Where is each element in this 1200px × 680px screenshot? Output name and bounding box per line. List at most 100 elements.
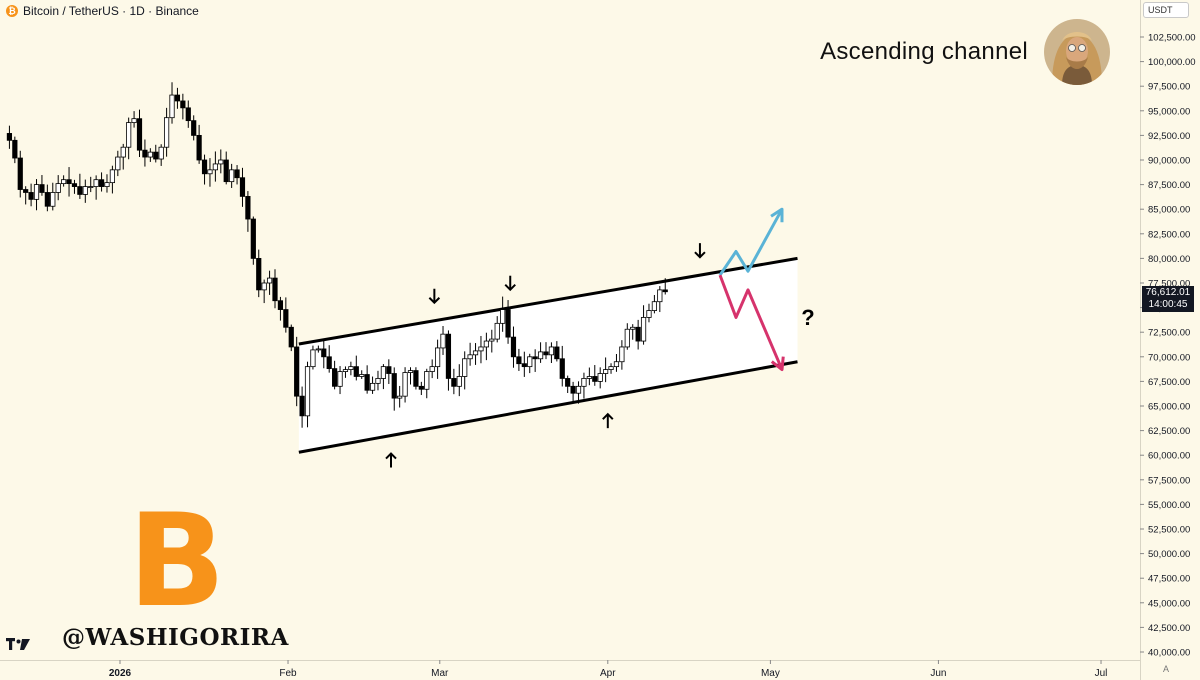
candle-body [288,326,294,348]
candle [462,351,468,390]
price-tick-label: 67,500.00 [1148,377,1190,388]
candle-body [23,189,29,193]
price-tick-label: 70,000.00 [1148,352,1190,363]
candle [28,183,34,207]
candle-body [559,358,565,379]
candle [245,191,251,232]
candle [71,179,78,194]
candle-body [223,159,229,183]
candle-body [207,169,213,175]
candle-body [402,372,408,397]
candle [185,100,191,128]
candle [337,366,343,395]
bitcoin-logo-icon: B [128,487,226,636]
candle-body [505,309,511,338]
price-tick-label: 95,000.00 [1148,106,1190,117]
bitcoin-icon: ₿ [6,5,18,17]
candle-body [456,376,462,387]
candle [82,179,88,203]
candle [304,361,311,428]
price-tick-label: 50,000.00 [1148,549,1190,560]
candle [483,332,489,361]
candle-body [418,385,424,390]
bullish-scenario-arrowhead [770,207,784,223]
candle [418,381,424,396]
price-tick-label: 92,500.00 [1148,131,1190,142]
candle-body [337,371,343,387]
candle [261,279,267,304]
candle-body [570,385,576,394]
candle-body [619,346,625,363]
candle [212,151,218,182]
candle [321,340,327,369]
candle [619,340,625,370]
candle-body [603,369,609,374]
candle [548,342,555,364]
candle-body [364,374,370,391]
candle [445,330,452,391]
candle-body [191,120,197,136]
candle [109,165,115,194]
price-tick-label: 80,000.00 [1148,254,1190,265]
candle-body [527,356,533,368]
candle-body [451,378,457,387]
candle-body [115,156,121,171]
symbol-title: Bitcoin / TetherUS · 1D · Binance [23,4,199,18]
candle-body [272,277,278,302]
candle-body [472,350,479,356]
price-tick-label: 87,500.00 [1148,180,1190,191]
price-tick-label: 77,500.00 [1148,279,1190,290]
candle [277,296,284,321]
candle [500,296,506,332]
candle [158,144,164,166]
candle [516,348,522,371]
candle-body [651,301,658,311]
tradingview-logo[interactable] [6,638,30,657]
candle [657,286,663,313]
candle-body [554,346,560,360]
time-tick-label: Jul [1095,668,1108,679]
candle-body [28,192,34,200]
candle-body [163,117,170,148]
candle [630,324,636,340]
candle [93,175,99,200]
auto-scale-button[interactable]: A [1163,664,1170,674]
support-touch-arrow [385,452,397,468]
candle [39,175,45,196]
candle-body [646,310,652,318]
candle [527,353,533,374]
candle-body [326,356,332,370]
currency-selector[interactable]: USDT [1143,2,1189,18]
symbol-header[interactable]: ₿ Bitcoin / TetherUS · 1D · Binance [6,3,199,19]
price-tick-label: 47,500.00 [1148,574,1190,585]
candle-body [494,322,500,340]
candle-body [256,257,262,291]
candle [413,367,419,390]
candle [554,341,560,362]
candle-body [180,100,186,109]
candle [451,368,457,395]
candle [489,329,495,353]
candle [559,345,565,387]
bar-countdown: 14:00:45 [1148,299,1188,310]
scenario-arrows: ? [718,207,815,372]
candle [201,154,208,185]
candle [494,316,500,343]
candle-body [299,395,305,417]
candle-body [467,354,473,360]
candle-body [109,169,115,184]
candle [369,376,376,394]
candle [386,359,392,384]
candle-body [136,118,143,151]
channel-lower-line [298,360,798,454]
candle [299,386,305,428]
candle [88,176,94,193]
candle [640,305,647,345]
candle-body [98,179,105,187]
candle-body [158,146,164,160]
candle [180,93,186,120]
candle-body [294,346,300,397]
candle [12,136,18,164]
candle-body [321,348,327,358]
